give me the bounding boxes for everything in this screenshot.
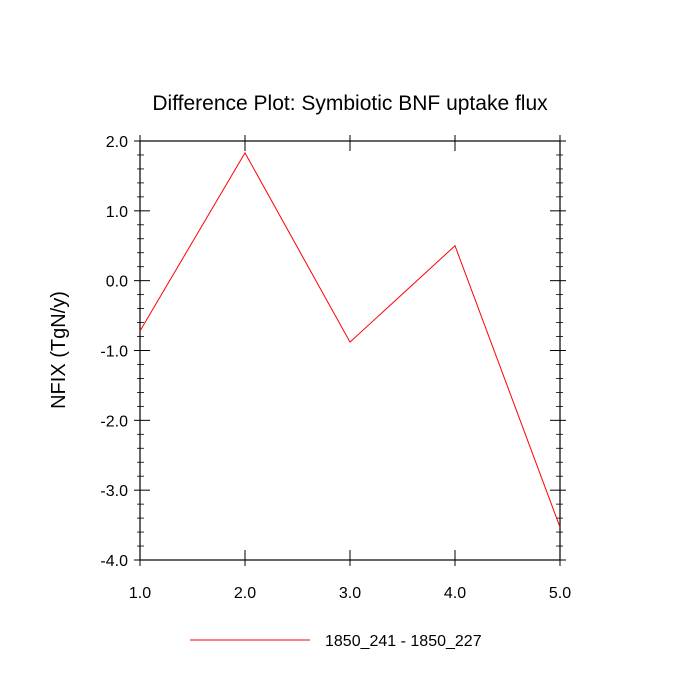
y-tick-label: -1.0 [100,344,128,361]
series-group [139,151,561,528]
legend: 1850_241 - 1850_227 [190,633,482,650]
x-tick-label: 3.0 [339,585,361,602]
legend-label-series-1: 1850_241 - 1850_227 [325,633,482,650]
chart-title: Difference Plot: Symbiotic BNF uptake fl… [152,92,548,115]
y-tick-label: 1.0 [106,204,128,221]
y-tick-label: 2.0 [106,134,128,151]
y-tick-label: -4.0 [100,553,128,570]
y-tick-label: -3.0 [100,483,128,500]
x-tick-label: 1.0 [129,585,151,602]
y-axis-label: NFIX (TgN/y) [48,291,70,409]
y-tick-label: 0.0 [106,274,128,291]
x-tick-label: 2.0 [234,585,256,602]
x-tick-label: 5.0 [549,585,571,602]
plot-frame [139,140,561,561]
series-line-1 [139,151,561,528]
x-tick-label: 4.0 [444,585,466,602]
x-tick-labels: 1.0 2.0 3.0 4.0 5.0 [129,585,571,602]
axis-ticks [134,135,566,566]
y-tick-label: -2.0 [100,413,128,430]
y-tick-labels: 2.0 1.0 0.0 -1.0 -2.0 -3.0 -4.0 [100,134,128,570]
